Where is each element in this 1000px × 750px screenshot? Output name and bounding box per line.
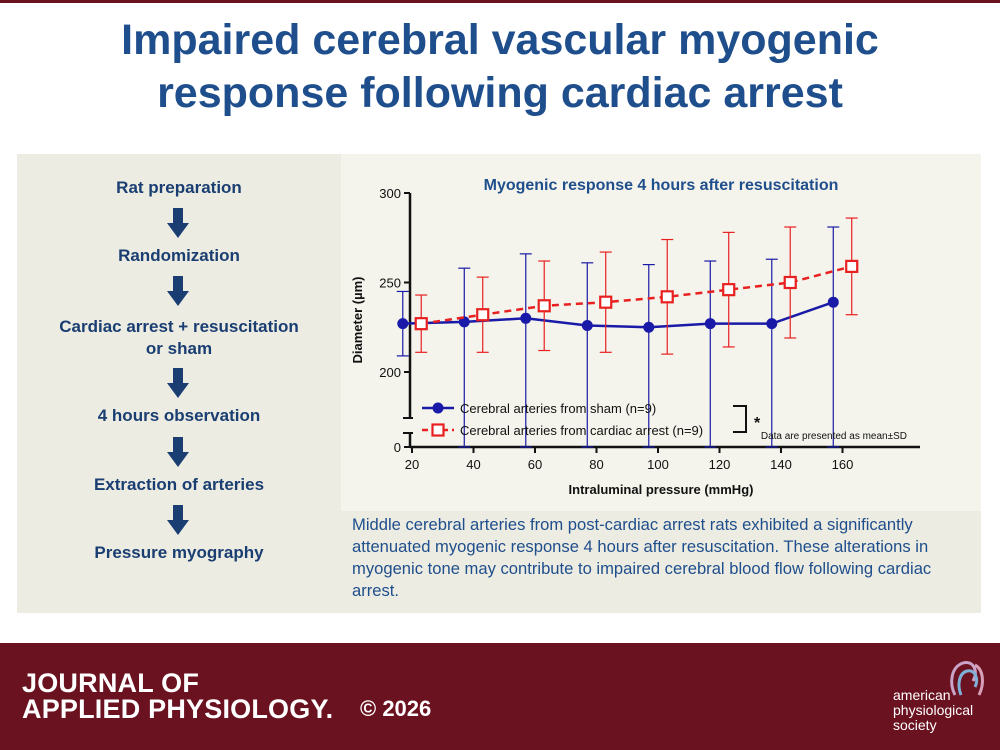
- journal-line-1: JOURNAL OF: [22, 668, 200, 698]
- chart-panel: [341, 154, 981, 511]
- step-observation: 4 hours observation: [97, 406, 261, 425]
- data-point: [845, 259, 859, 273]
- x-tick-label: 160: [832, 457, 854, 472]
- down-arrow-icon: [167, 368, 189, 398]
- top-rule: [0, 0, 1000, 3]
- x-tick-label: 120: [709, 457, 731, 472]
- y-tick-label: 300: [379, 186, 401, 201]
- down-arrow-icon: [167, 505, 189, 535]
- down-arrow-icon: [167, 276, 189, 306]
- data-point: [581, 319, 593, 331]
- x-tick-label: 80: [589, 457, 603, 472]
- step-pressure-myography: Pressure myography: [94, 543, 264, 562]
- copyright: © 2026: [360, 696, 432, 721]
- data-point: [520, 312, 532, 324]
- data-point: [783, 275, 797, 290]
- data-point: [704, 318, 716, 330]
- step-extraction: Extraction of arteries: [93, 475, 265, 494]
- x-tick-label: 40: [466, 457, 480, 472]
- data-point: [599, 295, 613, 309]
- legend-marker: [432, 402, 444, 414]
- step-randomization: Randomization: [118, 246, 240, 265]
- significance-marker: *: [754, 415, 761, 432]
- journal-line-2: APPLIED PHYSIOLOGY.: [22, 694, 334, 724]
- society-line-3: society: [893, 717, 937, 733]
- x-tick-label: 100: [647, 457, 669, 472]
- legend-label: Cerebral arteries from sham (n=9): [460, 401, 656, 416]
- significance-bracket: [733, 405, 747, 433]
- data-point: [660, 290, 674, 304]
- title-line-1: Impaired cerebral vascular myogenic: [121, 16, 879, 64]
- series-line: [421, 265, 853, 325]
- y-axis-label: Diameter (µm): [350, 277, 365, 364]
- data-point: [476, 308, 490, 322]
- figure-caption: Middle cerebral arteries from post-cardi…: [352, 515, 932, 600]
- y-tick-label: 250: [379, 276, 401, 291]
- chart-title: Myogenic response 4 hours after resuscit…: [484, 177, 839, 194]
- page-title: Impaired cerebral vascular myogenic resp…: [0, 14, 1000, 120]
- series-line: [402, 301, 834, 329]
- step-cardiac-arrest: Cardiac arrest + resuscitation: [59, 317, 299, 336]
- society-line-2: physiological: [893, 702, 974, 718]
- society-name: american physiological society: [893, 688, 973, 733]
- journal-name: JOURNAL OF APPLIED PHYSIOLOGY.: [22, 668, 334, 724]
- step-rat-preparation: Rat preparation: [116, 178, 242, 197]
- title-line-2: response following cardiac arrest: [157, 69, 843, 117]
- data-point: [827, 296, 839, 308]
- down-arrow-icon: [167, 208, 189, 238]
- data-point: [414, 317, 428, 331]
- legend-marker: [431, 423, 445, 437]
- society-line-1: american: [893, 687, 951, 703]
- data-point: [643, 321, 655, 333]
- y-tick-label: 0: [394, 440, 401, 455]
- data-point: [766, 318, 778, 330]
- aps-logo-icon: [950, 661, 984, 696]
- legend-label: Cerebral arteries from cardiac arrest (n…: [460, 423, 703, 438]
- data-note: Data are presented as mean±SD: [761, 431, 907, 442]
- data-point: [722, 283, 736, 297]
- data-point: [397, 318, 409, 330]
- x-tick-label: 140: [770, 457, 792, 472]
- footer-bar: [0, 643, 1000, 750]
- data-point: [537, 299, 551, 313]
- x-tick-label: 20: [405, 457, 419, 472]
- x-tick-label: 60: [528, 457, 542, 472]
- y-tick-label: 200: [379, 365, 401, 380]
- data-point: [458, 316, 470, 328]
- down-arrow-icon: [167, 437, 189, 467]
- step-or-sham: or sham: [145, 339, 213, 358]
- x-axis-label: Intraluminal pressure (mmHg): [569, 482, 754, 497]
